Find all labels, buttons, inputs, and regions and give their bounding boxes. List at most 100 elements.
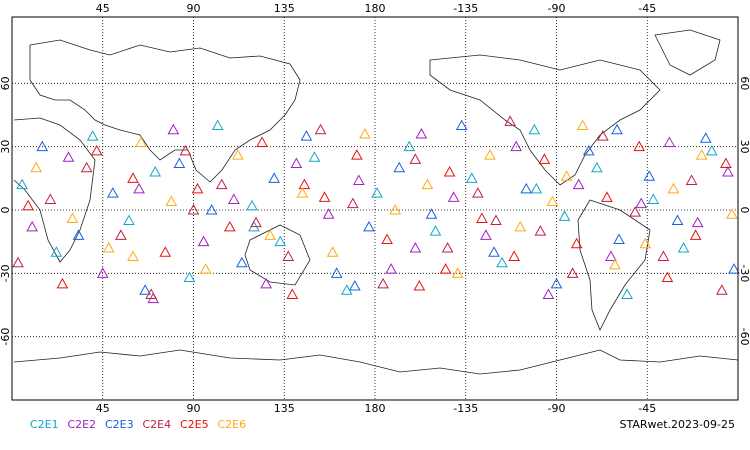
footer: STARwet.2023-09-25 [619,418,735,431]
occultation-marker [102,241,115,253]
occultation-marker [496,256,508,268]
occultation-marker [441,241,454,253]
occultation-marker [705,144,718,156]
occultation-marker [609,258,621,270]
occultation-marker [353,174,365,185]
occultation-marker [621,288,633,299]
occultation-marker [389,203,402,215]
occultation-marker [127,172,139,183]
occultation-marker [44,193,57,204]
occultation-marker [298,178,311,190]
occultation-marker [635,197,648,209]
occultation-marker [256,136,268,147]
occultation-marker [326,246,339,257]
occultation-marker [296,187,309,198]
occultation-marker [685,174,698,185]
occultation-marker [409,153,422,164]
occultation-marker [96,267,109,278]
occultation-marker [179,144,192,156]
occultation-marker [187,203,200,215]
x-tick-label: -135 [453,2,478,15]
occultation-marker [633,140,646,152]
occultation-marker [605,250,617,261]
occultation-marker [232,149,244,160]
occultation-marker [484,149,496,160]
legend-entry: C2E6 [218,418,247,431]
x-tick-label: -90 [548,402,566,415]
occultation-marker [26,220,39,232]
occultation-marker [274,235,287,247]
occultation-marker [661,271,674,283]
occultation-marker [282,250,295,261]
occultation-marker [127,250,139,261]
occultation-marker [145,288,157,299]
legend-entry: C2E3 [105,418,134,431]
occultation-marker [720,157,732,169]
occultation-marker [363,220,375,232]
x-tick-label: -135 [453,402,478,415]
occultation-marker [538,153,551,164]
occultation-marker [62,151,75,162]
occultation-marker [480,229,492,240]
occultation-marker [159,246,172,257]
occultation-marker [268,172,281,183]
occultation-marker [135,136,147,147]
occultation-marker [429,225,442,236]
occultation-marker [530,182,543,194]
occultation-marker [199,263,212,274]
x-tick-label: -45 [638,402,656,415]
occultation-marker [236,256,248,268]
occultation-marker [348,279,361,291]
occultation-marker [133,182,145,194]
y-tick-label: -30 [0,264,12,282]
occultation-marker [246,199,258,211]
occultation-marker [106,187,119,198]
occultation-marker [611,123,623,135]
occultation-marker [597,130,609,141]
occultation-marker [308,151,321,162]
y-tick-label: -60 [0,328,12,346]
occultation-marker [385,263,397,274]
occultation-marker [691,216,704,228]
legend-entry: C2E4 [143,418,172,431]
occultation-marker [576,119,589,131]
occultation-marker [689,229,702,240]
occultation-marker [472,187,484,198]
occultation-marker [514,220,527,232]
antarctica [13,349,739,375]
occultation-marker [722,165,734,177]
occultation-marker [90,144,103,156]
occultation-marker [663,136,676,147]
occultation-marker [86,130,99,141]
frame [11,16,739,401]
x-tick-label: 135 [274,2,295,15]
occultation-marker [50,246,63,257]
occultation-marker [340,284,353,295]
occultation-marker [465,172,478,183]
occultation-marker [671,214,684,226]
points [12,115,740,304]
x-tick-label: 90 [187,402,201,415]
y-tick-label: 0 [0,207,12,214]
occultation-marker [123,214,135,226]
occultation-marker [359,127,371,139]
occultation-marker [290,157,303,169]
occultation-marker [601,191,613,202]
occultation-marker [286,288,299,299]
occultation-marker [167,123,180,135]
occultation-marker [36,140,49,152]
y-tick-label: -60 [738,328,750,346]
occultation-marker [318,191,331,202]
occultation-marker [413,279,426,291]
occultation-marker [726,208,738,219]
occultation-marker [381,233,393,245]
occultation-marker [566,267,579,278]
occultation-marker [647,193,660,204]
occultation-marker [30,161,43,173]
occultation-marker [72,229,85,240]
occultation-marker [508,250,520,261]
occultation-marker [695,149,708,160]
y-tick-label: 60 [0,76,12,90]
occultation-marker [560,170,573,181]
occultation-marker [371,187,383,198]
